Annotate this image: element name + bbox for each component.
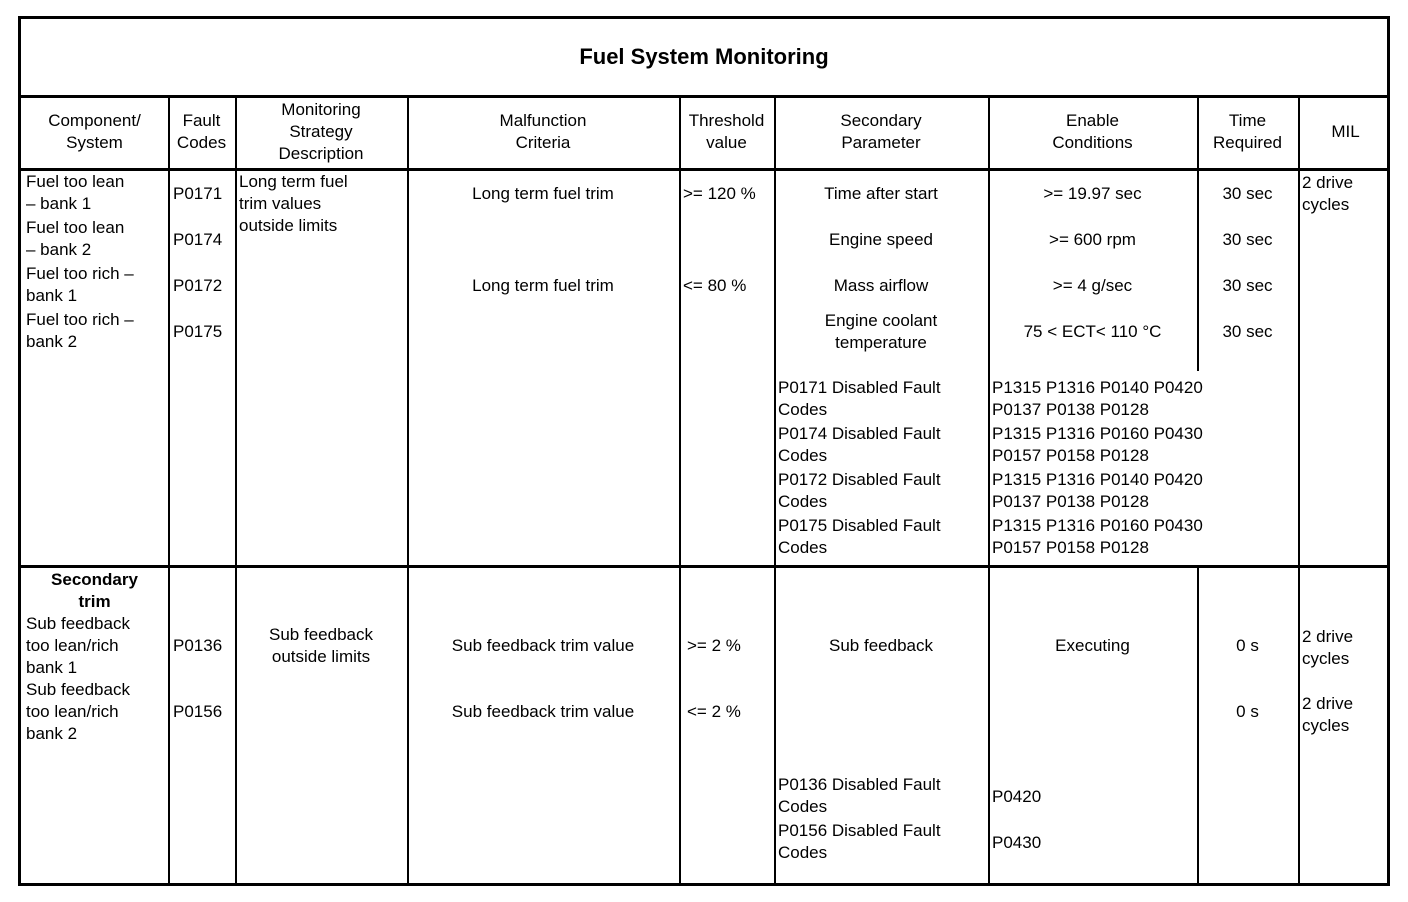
enable-condition-cell: 75 < ECT< 110 °C bbox=[1023, 322, 1162, 341]
fault-code-cell: P0136 bbox=[173, 636, 223, 655]
disabled-fault-codes: P1315 P1316 P0160 P0430 P0157 P0158 P012… bbox=[992, 424, 1203, 465]
strategy-cell: Sub feedback outside limits bbox=[269, 625, 373, 666]
time-required-cell: 30 sec bbox=[1222, 184, 1273, 203]
secondary-param-cell: Sub feedback bbox=[829, 636, 933, 655]
fault-code-cell: P0174 bbox=[173, 230, 223, 249]
component-cell: Fuel too lean – bank 2 bbox=[26, 218, 125, 259]
threshold-cell: <= 2 % bbox=[687, 702, 741, 721]
time-required-cell: 30 sec bbox=[1222, 276, 1273, 295]
secondary-param-cell: Engine coolant temperature bbox=[824, 311, 938, 352]
header-enable: Enable Conditions bbox=[1052, 110, 1133, 152]
disabled-fault-label: P0156 Disabled Fault Codes bbox=[778, 821, 941, 862]
disabled-fault-label: P0136 Disabled Fault Codes bbox=[778, 775, 941, 816]
component-cell: Fuel too rich – bank 1 bbox=[26, 264, 134, 305]
grid-line-h bbox=[21, 565, 1387, 568]
disabled-fault-label: P0171 Disabled Fault Codes bbox=[778, 378, 941, 419]
enable-condition-cell: >= 600 rpm bbox=[1049, 230, 1136, 249]
disabled-fault-codes: P0430 bbox=[992, 833, 1042, 852]
grid-line-v bbox=[407, 95, 409, 883]
header-malfunction: Malfunction Criteria bbox=[499, 110, 587, 152]
threshold-cell: >= 120 % bbox=[683, 184, 756, 203]
malfunction-cell: Long term fuel trim bbox=[472, 184, 614, 203]
disabled-fault-codes: P0420 bbox=[992, 787, 1042, 806]
strategy-cell: Long term fuel trim values outside limit… bbox=[239, 172, 348, 235]
header-threshold: Threshold value bbox=[688, 110, 765, 152]
secondary-param-cell: Engine speed bbox=[829, 230, 933, 249]
threshold-cell: >= 2 % bbox=[687, 636, 741, 655]
disabled-fault-codes: P1315 P1316 P0160 P0430 P0157 P0158 P012… bbox=[992, 516, 1203, 557]
enable-condition-cell: >= 4 g/sec bbox=[1052, 276, 1133, 295]
fault-code-cell: P0156 bbox=[173, 702, 223, 721]
time-required-cell: 0 s bbox=[1236, 702, 1259, 721]
mil-cell: 2 drive cycles bbox=[1302, 627, 1354, 668]
secondary-param-cell: Time after start bbox=[824, 184, 938, 203]
disabled-fault-label: P0174 Disabled Fault Codes bbox=[778, 424, 941, 465]
secondary-param-cell: Mass airflow bbox=[833, 276, 929, 295]
grid-line-v bbox=[988, 95, 990, 883]
fault-code-cell: P0172 bbox=[173, 276, 223, 295]
component-cell: Fuel too lean – bank 1 bbox=[26, 172, 125, 213]
mil-cell: 2 drive cycles bbox=[1302, 173, 1354, 214]
component-cell: Sub feedback too lean/rich bank 2 bbox=[26, 680, 130, 743]
header-component: Component/ System bbox=[48, 110, 141, 152]
grid-line-v bbox=[1298, 95, 1300, 883]
table-title: Fuel System Monitoring bbox=[579, 44, 829, 69]
fault-code-cell: P0171 bbox=[173, 184, 223, 203]
mil-cell: 2 drive cycles bbox=[1302, 694, 1354, 735]
grid-line-v bbox=[1197, 565, 1199, 883]
time-required-cell: 30 sec bbox=[1222, 322, 1273, 341]
disabled-fault-codes: P1315 P1316 P0140 P0420 P0137 P0138 P012… bbox=[992, 378, 1203, 419]
enable-condition-cell: >= 19.97 sec bbox=[1043, 184, 1142, 203]
grid-line-v bbox=[1197, 95, 1199, 371]
disabled-fault-label: P0175 Disabled Fault Codes bbox=[778, 516, 941, 557]
grid-line-v bbox=[235, 95, 237, 883]
component-cell: Sub feedback too lean/rich bank 1 bbox=[26, 614, 130, 677]
header-secondary: Secondary Parameter bbox=[840, 110, 922, 152]
header-time: Time Required bbox=[1213, 110, 1282, 152]
threshold-cell: <= 80 % bbox=[683, 276, 747, 295]
grid-line-v bbox=[679, 95, 681, 883]
group-title: Secondary trim bbox=[51, 570, 138, 611]
malfunction-cell: Long term fuel trim bbox=[472, 276, 614, 295]
disabled-fault-label: P0172 Disabled Fault Codes bbox=[778, 470, 941, 511]
header-mil: MIL bbox=[1331, 121, 1360, 141]
grid-line-h bbox=[21, 95, 1387, 98]
header-strategy: Monitoring Strategy Description bbox=[278, 99, 364, 163]
grid-line-v bbox=[774, 95, 776, 883]
header-fault-codes: Fault Codes bbox=[176, 110, 227, 152]
time-required-cell: 0 s bbox=[1236, 636, 1259, 655]
grid-line-h bbox=[21, 168, 1387, 171]
malfunction-cell: Sub feedback trim value bbox=[451, 636, 635, 655]
disabled-fault-codes: P1315 P1316 P0140 P0420 P0137 P0138 P012… bbox=[992, 470, 1203, 511]
grid-line-v bbox=[168, 95, 170, 883]
malfunction-cell: Sub feedback trim value bbox=[451, 702, 635, 721]
enable-condition-cell: Executing bbox=[1055, 636, 1130, 655]
monitoring-table: Fuel System Monitoring Component/ System… bbox=[18, 16, 1390, 886]
fault-code-cell: P0175 bbox=[173, 322, 223, 341]
component-cell: Fuel too rich – bank 2 bbox=[26, 310, 134, 351]
time-required-cell: 30 sec bbox=[1222, 230, 1273, 249]
